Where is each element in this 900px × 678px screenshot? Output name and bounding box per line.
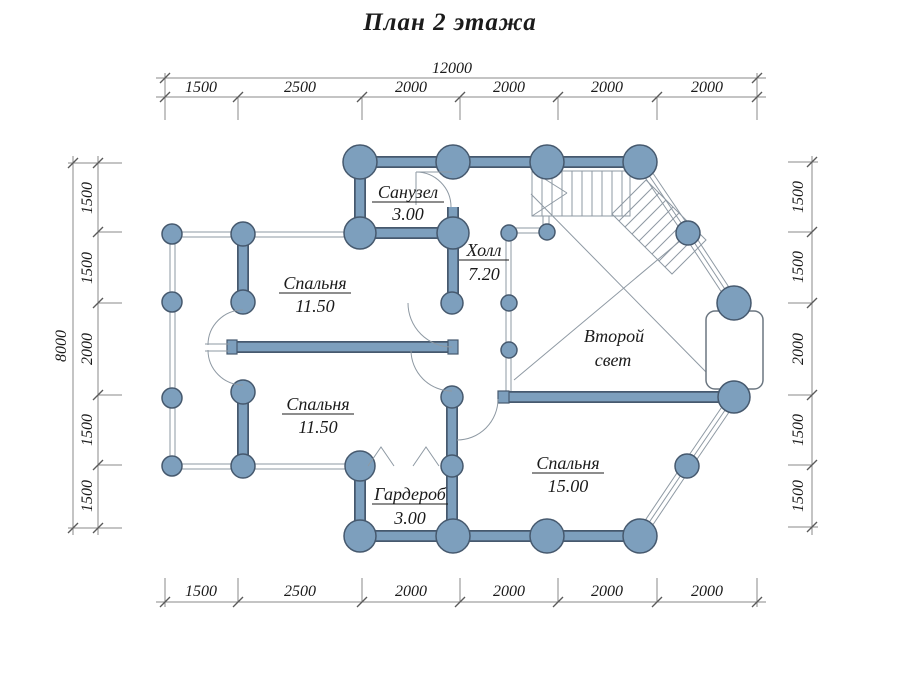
walls: [232, 156, 734, 542]
log-columns: [161, 144, 752, 554]
dim-left-seg-3: 2000: [79, 333, 96, 365]
staircase: [531, 170, 707, 275]
dim-top-seg-6: 2000: [691, 79, 723, 96]
dim-bottom-seg-2: 2500: [284, 583, 316, 600]
dim-bottom-seg-5: 2000: [591, 583, 623, 600]
dim-right-seg-3: 2000: [790, 333, 807, 365]
dim-right-seg-1: 1500: [790, 181, 807, 213]
dim-left-total: 8000: [53, 330, 70, 362]
dimension-chain-left: 8000 1500 1500 2000 1500 1500: [53, 156, 122, 535]
roof-break-marks: [367, 446, 440, 467]
dim-top-seg-2: 2500: [284, 79, 316, 96]
dim-right-seg-4: 1500: [790, 414, 807, 446]
room-name-bedroom2: Спальня: [286, 394, 349, 414]
dim-left-seg-5: 1500: [79, 480, 96, 512]
room-name-bedroom3: Спальня: [536, 453, 599, 473]
dim-bottom-seg-3: 2000: [395, 583, 427, 600]
room-name-bedroom1: Спальня: [283, 273, 346, 293]
dimension-chain-bottom: 1500 2500 2000 2000 2000 2000: [156, 578, 766, 608]
room-area-bedroom3: 15.00: [548, 476, 589, 496]
dim-bottom-seg-4: 2000: [493, 583, 525, 600]
dim-bottom-seg-1: 1500: [185, 583, 217, 600]
dim-left-seg-4: 1500: [79, 414, 96, 446]
dim-left-seg-1: 1500: [79, 182, 96, 214]
room-area-bedroom2: 11.50: [298, 417, 337, 437]
door-arcs: [205, 171, 499, 441]
room-name-hall: Холл: [466, 240, 502, 260]
room-name-wardrobe: Гардероб: [373, 484, 447, 504]
plan-title: План 2 этажа: [362, 9, 537, 36]
dim-top-seg-4: 2000: [493, 79, 525, 96]
room-area-hall: 7.20: [468, 264, 500, 284]
dim-top-total: 12000: [432, 60, 472, 77]
dimension-chain-right: 1500 1500 2000 1500 1500: [788, 156, 818, 535]
room-name-sanuzel: Санузел: [378, 182, 438, 202]
dim-right-seg-2: 1500: [790, 251, 807, 283]
room-name-second-light-line1: Второй: [584, 326, 644, 346]
room-area-wardrobe: 3.00: [393, 508, 426, 528]
dim-right-seg-5: 1500: [790, 480, 807, 512]
dim-left-seg-2: 1500: [79, 252, 96, 284]
chimney-block: [705, 310, 764, 390]
dim-bottom-seg-6: 2000: [691, 583, 723, 600]
room-labels: Санузел 3.00 Холл 7.20 Спальня 11.50 Спа…: [279, 182, 644, 528]
dim-top-seg-5: 2000: [591, 79, 623, 96]
void-cross-lines: [513, 193, 707, 381]
dim-top-seg-3: 2000: [395, 79, 427, 96]
room-area-sanuzel: 3.00: [391, 204, 424, 224]
dimension-chain-top: 12000 1500 2500 2000 2000 2000 2000: [156, 60, 766, 120]
dim-top-seg-1: 1500: [185, 79, 217, 96]
room-area-bedroom1: 11.50: [295, 296, 334, 316]
room-name-second-light-line2: свет: [595, 350, 632, 370]
